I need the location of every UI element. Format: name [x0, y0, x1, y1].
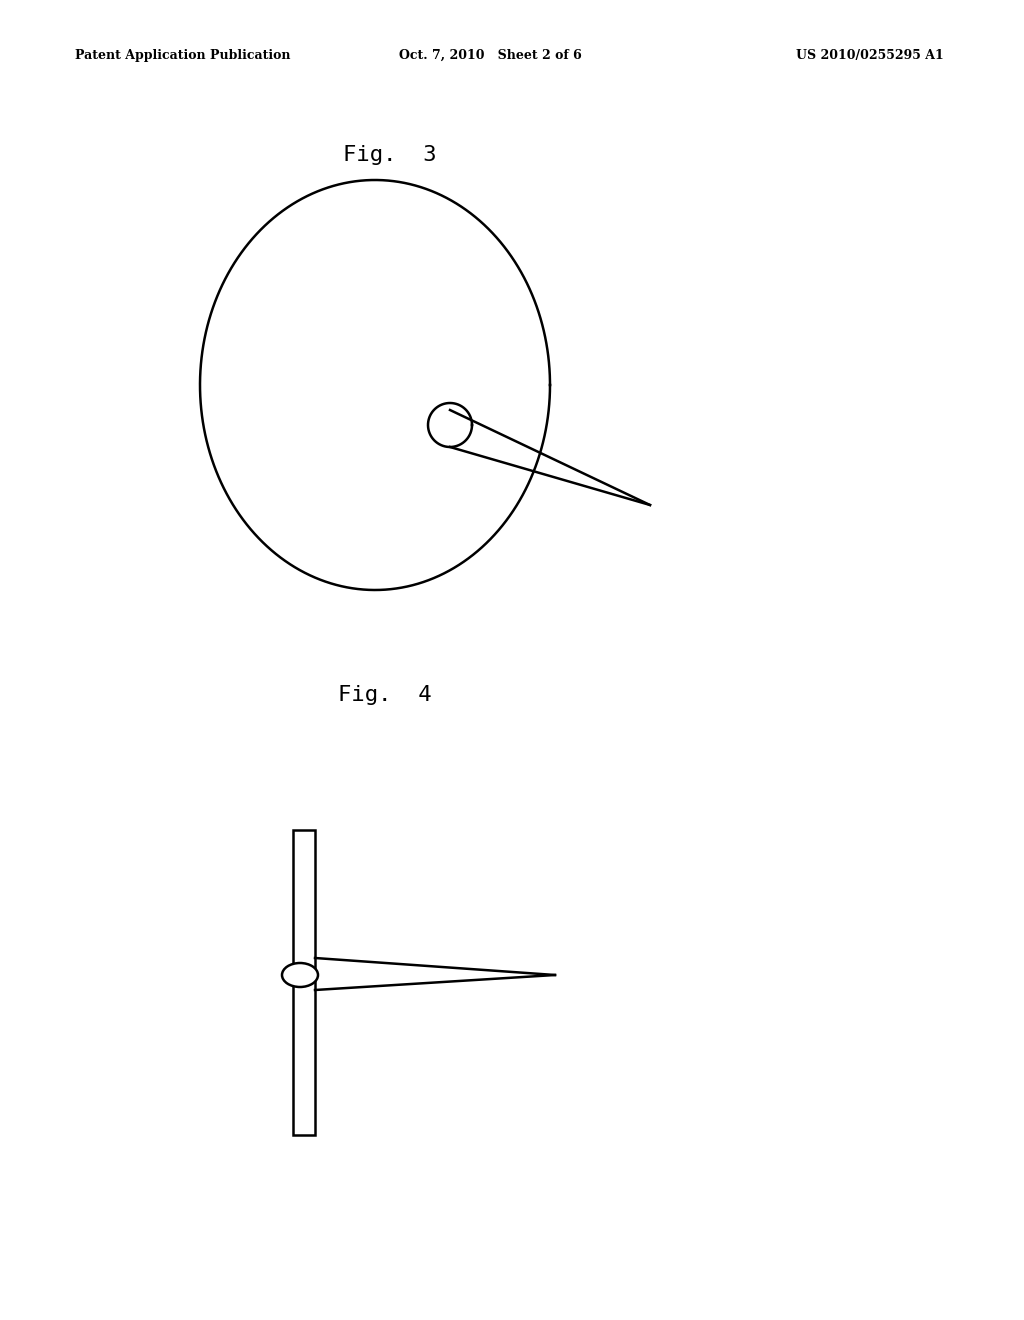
Bar: [293, 830, 315, 1135]
Ellipse shape: [282, 964, 318, 987]
Text: US 2010/0255295 A1: US 2010/0255295 A1: [796, 49, 944, 62]
Text: Fig.  4: Fig. 4: [338, 685, 432, 705]
Text: Fig.  3: Fig. 3: [343, 145, 437, 165]
Text: Patent Application Publication: Patent Application Publication: [75, 49, 291, 62]
Text: Oct. 7, 2010   Sheet 2 of 6: Oct. 7, 2010 Sheet 2 of 6: [398, 49, 582, 62]
